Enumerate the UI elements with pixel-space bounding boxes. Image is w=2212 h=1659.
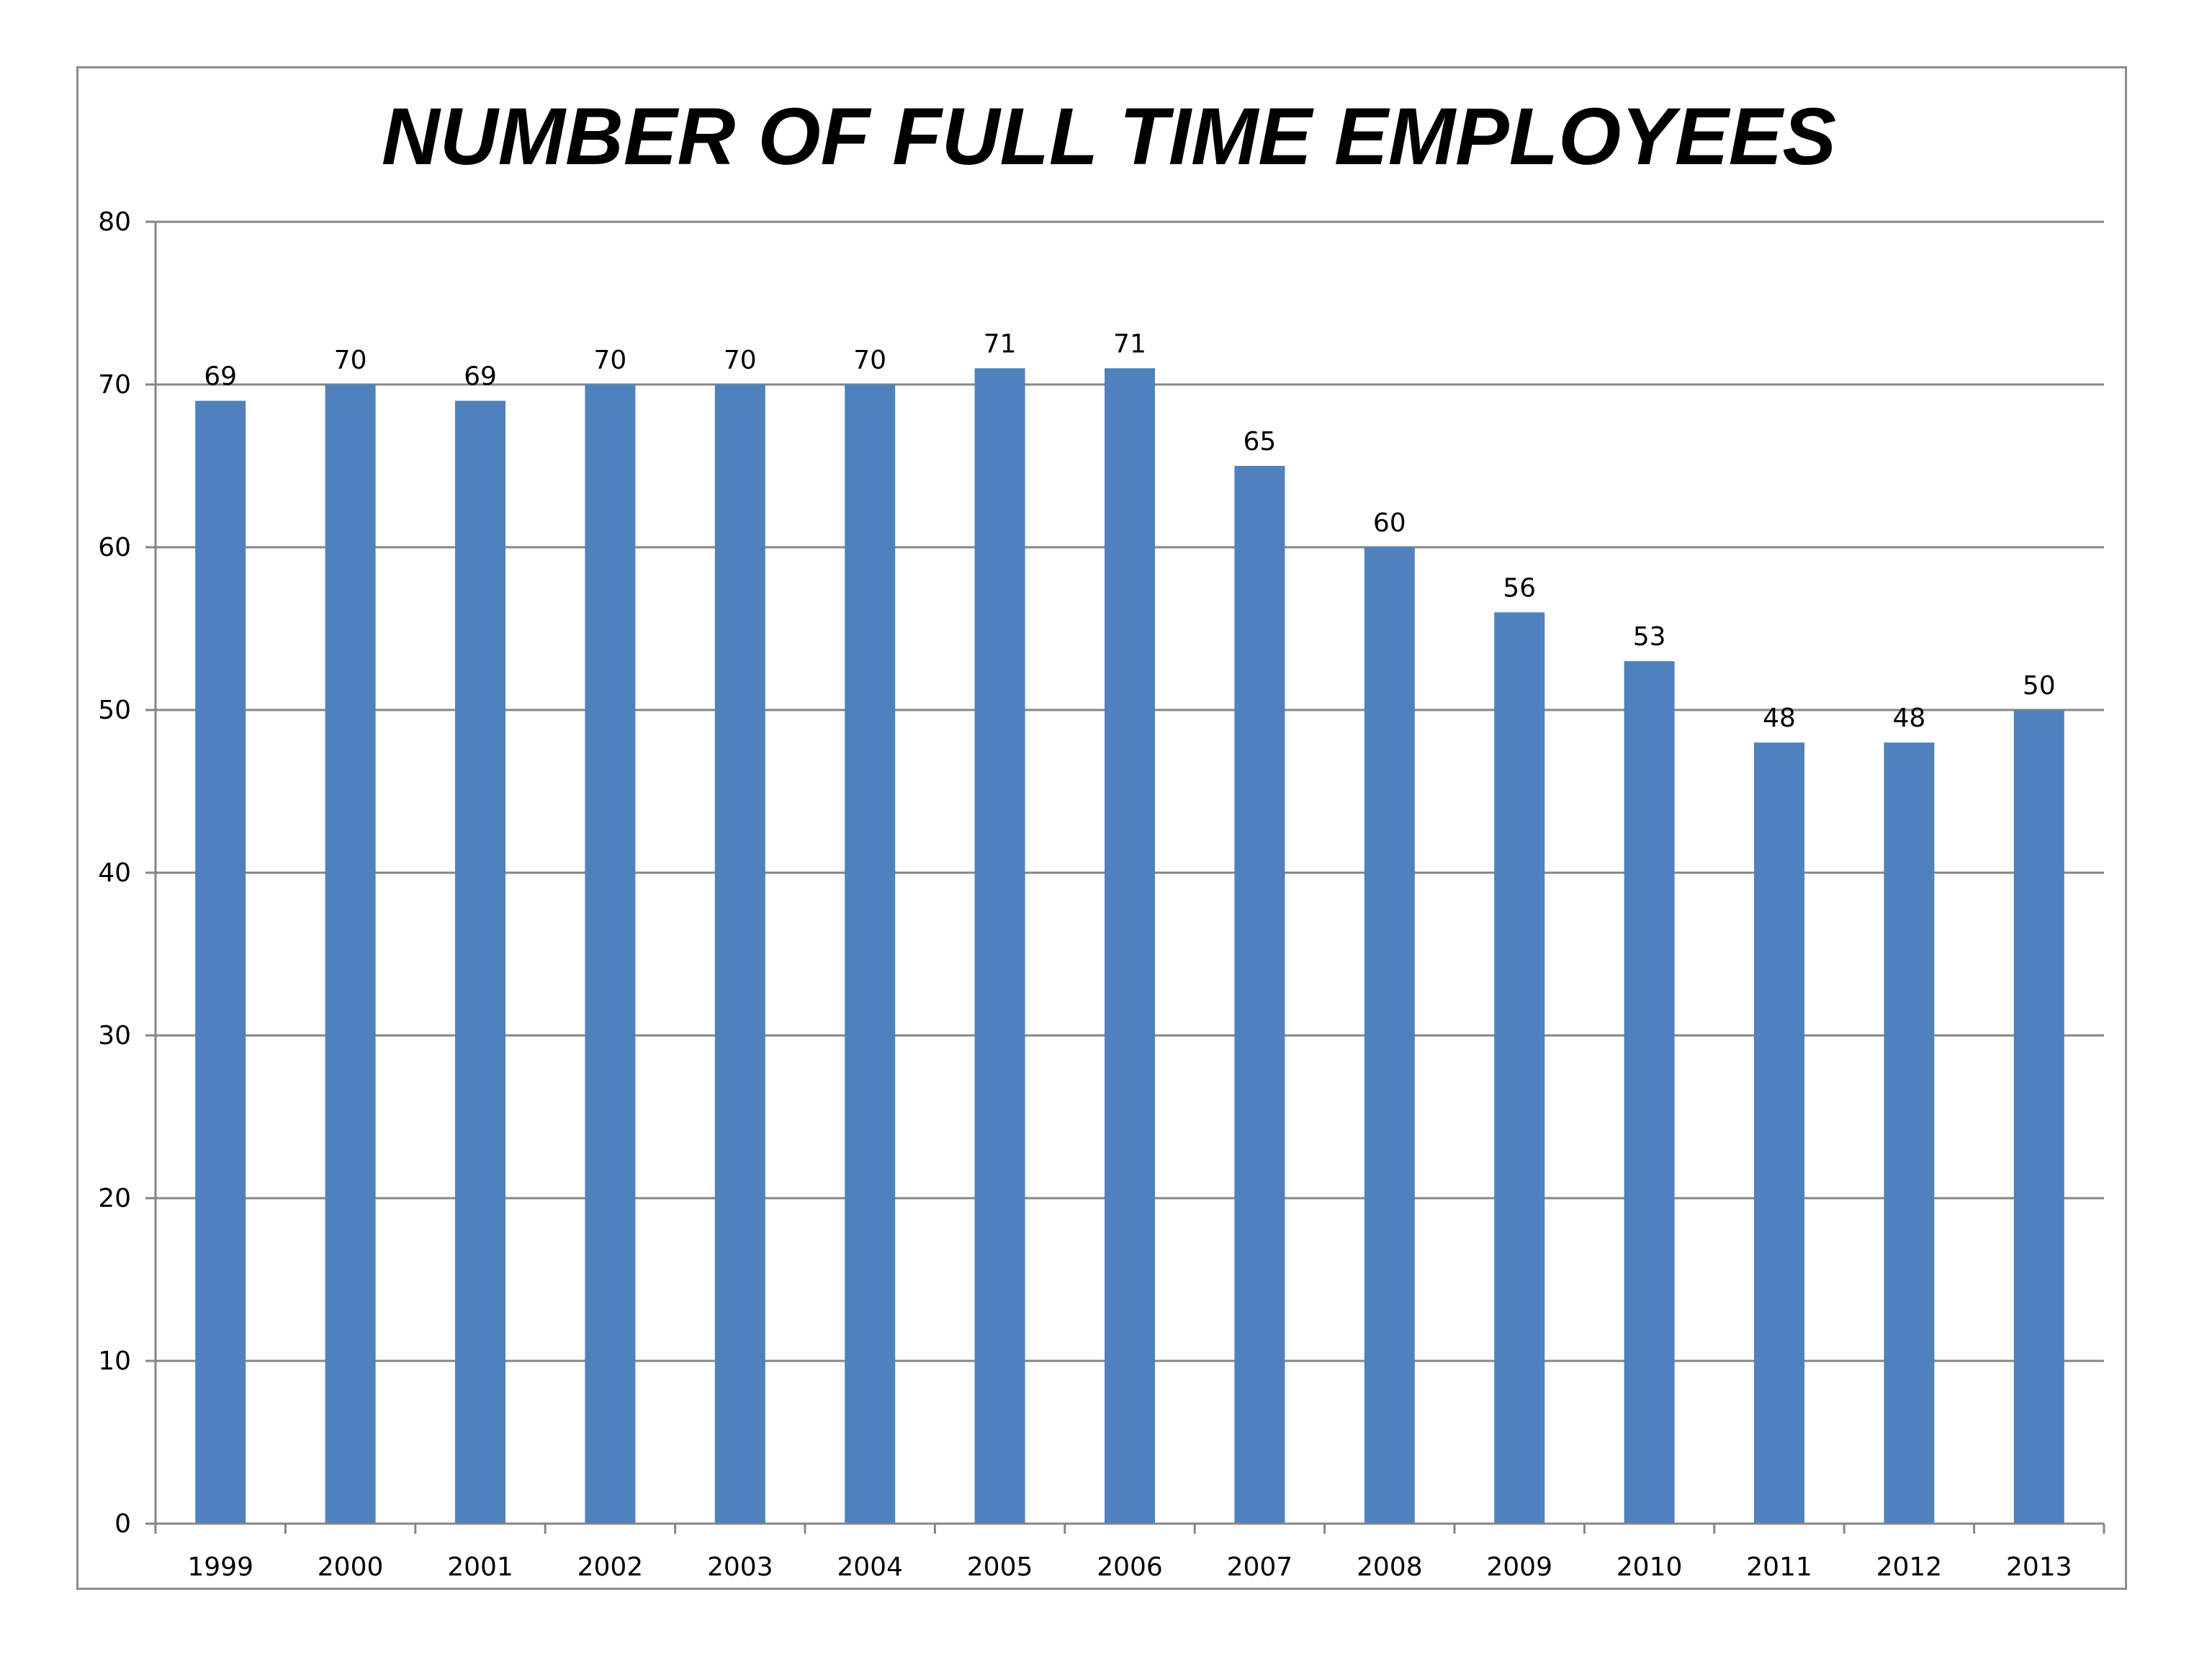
bar-2012 bbox=[1884, 742, 1935, 1524]
x-tick-label: 2009 bbox=[1486, 1552, 1552, 1582]
x-tick-label: 2008 bbox=[1357, 1552, 1423, 1582]
y-tick-label: 10 bbox=[98, 1346, 131, 1376]
axes bbox=[145, 220, 2105, 1534]
x-tick-label: 1999 bbox=[187, 1552, 253, 1582]
data-label-2001: 69 bbox=[464, 362, 497, 392]
data-label-2011: 48 bbox=[1763, 703, 1796, 733]
bar-2004 bbox=[845, 385, 896, 1524]
bar-2007 bbox=[1234, 466, 1285, 1524]
bar-2008 bbox=[1364, 547, 1415, 1524]
data-label-2004: 70 bbox=[853, 346, 886, 375]
data-label-2005: 71 bbox=[984, 329, 1017, 359]
y-tick-label: 30 bbox=[98, 1021, 131, 1051]
data-label-2000: 70 bbox=[334, 346, 367, 375]
y-tick-label: 60 bbox=[98, 533, 131, 562]
data-label-2013: 50 bbox=[2023, 671, 2056, 701]
bars bbox=[195, 368, 2064, 1524]
bar-1999 bbox=[195, 400, 246, 1524]
x-tick-label: 2010 bbox=[1617, 1552, 1683, 1582]
chart-title: NUMBER OF FULL TIME EMPLOYEES bbox=[382, 91, 1836, 181]
bar-2013 bbox=[2013, 710, 2064, 1524]
x-tick-label: 2011 bbox=[1746, 1552, 1812, 1582]
x-tick-label: 2013 bbox=[2006, 1552, 2072, 1582]
data-label-2002: 70 bbox=[593, 346, 626, 375]
data-label-2007: 65 bbox=[1243, 427, 1276, 457]
bar-2002 bbox=[585, 385, 636, 1524]
y-tick-label: 20 bbox=[98, 1184, 131, 1213]
x-tick-label: 2012 bbox=[1876, 1552, 1943, 1582]
bar-2010 bbox=[1624, 661, 1675, 1524]
data-label-2012: 48 bbox=[1892, 703, 1925, 733]
x-tick-label: 2004 bbox=[837, 1552, 903, 1582]
data-label-1999: 69 bbox=[204, 362, 237, 392]
x-tick-label: 2001 bbox=[447, 1552, 513, 1582]
bar-2009 bbox=[1494, 612, 1545, 1524]
x-tick-label: 2000 bbox=[318, 1552, 384, 1582]
y-tick-label: 0 bbox=[114, 1509, 131, 1539]
data-label-2010: 53 bbox=[1633, 622, 1666, 652]
x-tick-label: 2002 bbox=[577, 1552, 644, 1582]
x-tick-label: 2003 bbox=[707, 1552, 773, 1582]
data-label-2003: 70 bbox=[724, 346, 757, 375]
bar-2001 bbox=[455, 400, 505, 1524]
y-tick-label: 50 bbox=[98, 696, 131, 725]
bar-2005 bbox=[974, 368, 1025, 1524]
x-tick-label: 2006 bbox=[1097, 1552, 1163, 1582]
data-label-2006: 71 bbox=[1113, 329, 1146, 359]
bar-2011 bbox=[1754, 742, 1804, 1524]
bar-2000 bbox=[325, 385, 376, 1524]
y-tick-label: 80 bbox=[98, 207, 131, 237]
bar-2003 bbox=[714, 385, 765, 1524]
labels: 0 10 20 30 40 50 60 70 80 69 1999 70 2000 69 2001 70 200… bbox=[98, 207, 2072, 1582]
bar-2006 bbox=[1105, 368, 1155, 1524]
x-tick-label: 2005 bbox=[967, 1552, 1033, 1582]
data-label-2008: 60 bbox=[1373, 508, 1406, 538]
data-label-2009: 56 bbox=[1503, 573, 1536, 603]
y-tick-label: 40 bbox=[98, 858, 131, 888]
y-tick-label: 70 bbox=[98, 370, 131, 400]
x-tick-label: 2007 bbox=[1227, 1552, 1293, 1582]
